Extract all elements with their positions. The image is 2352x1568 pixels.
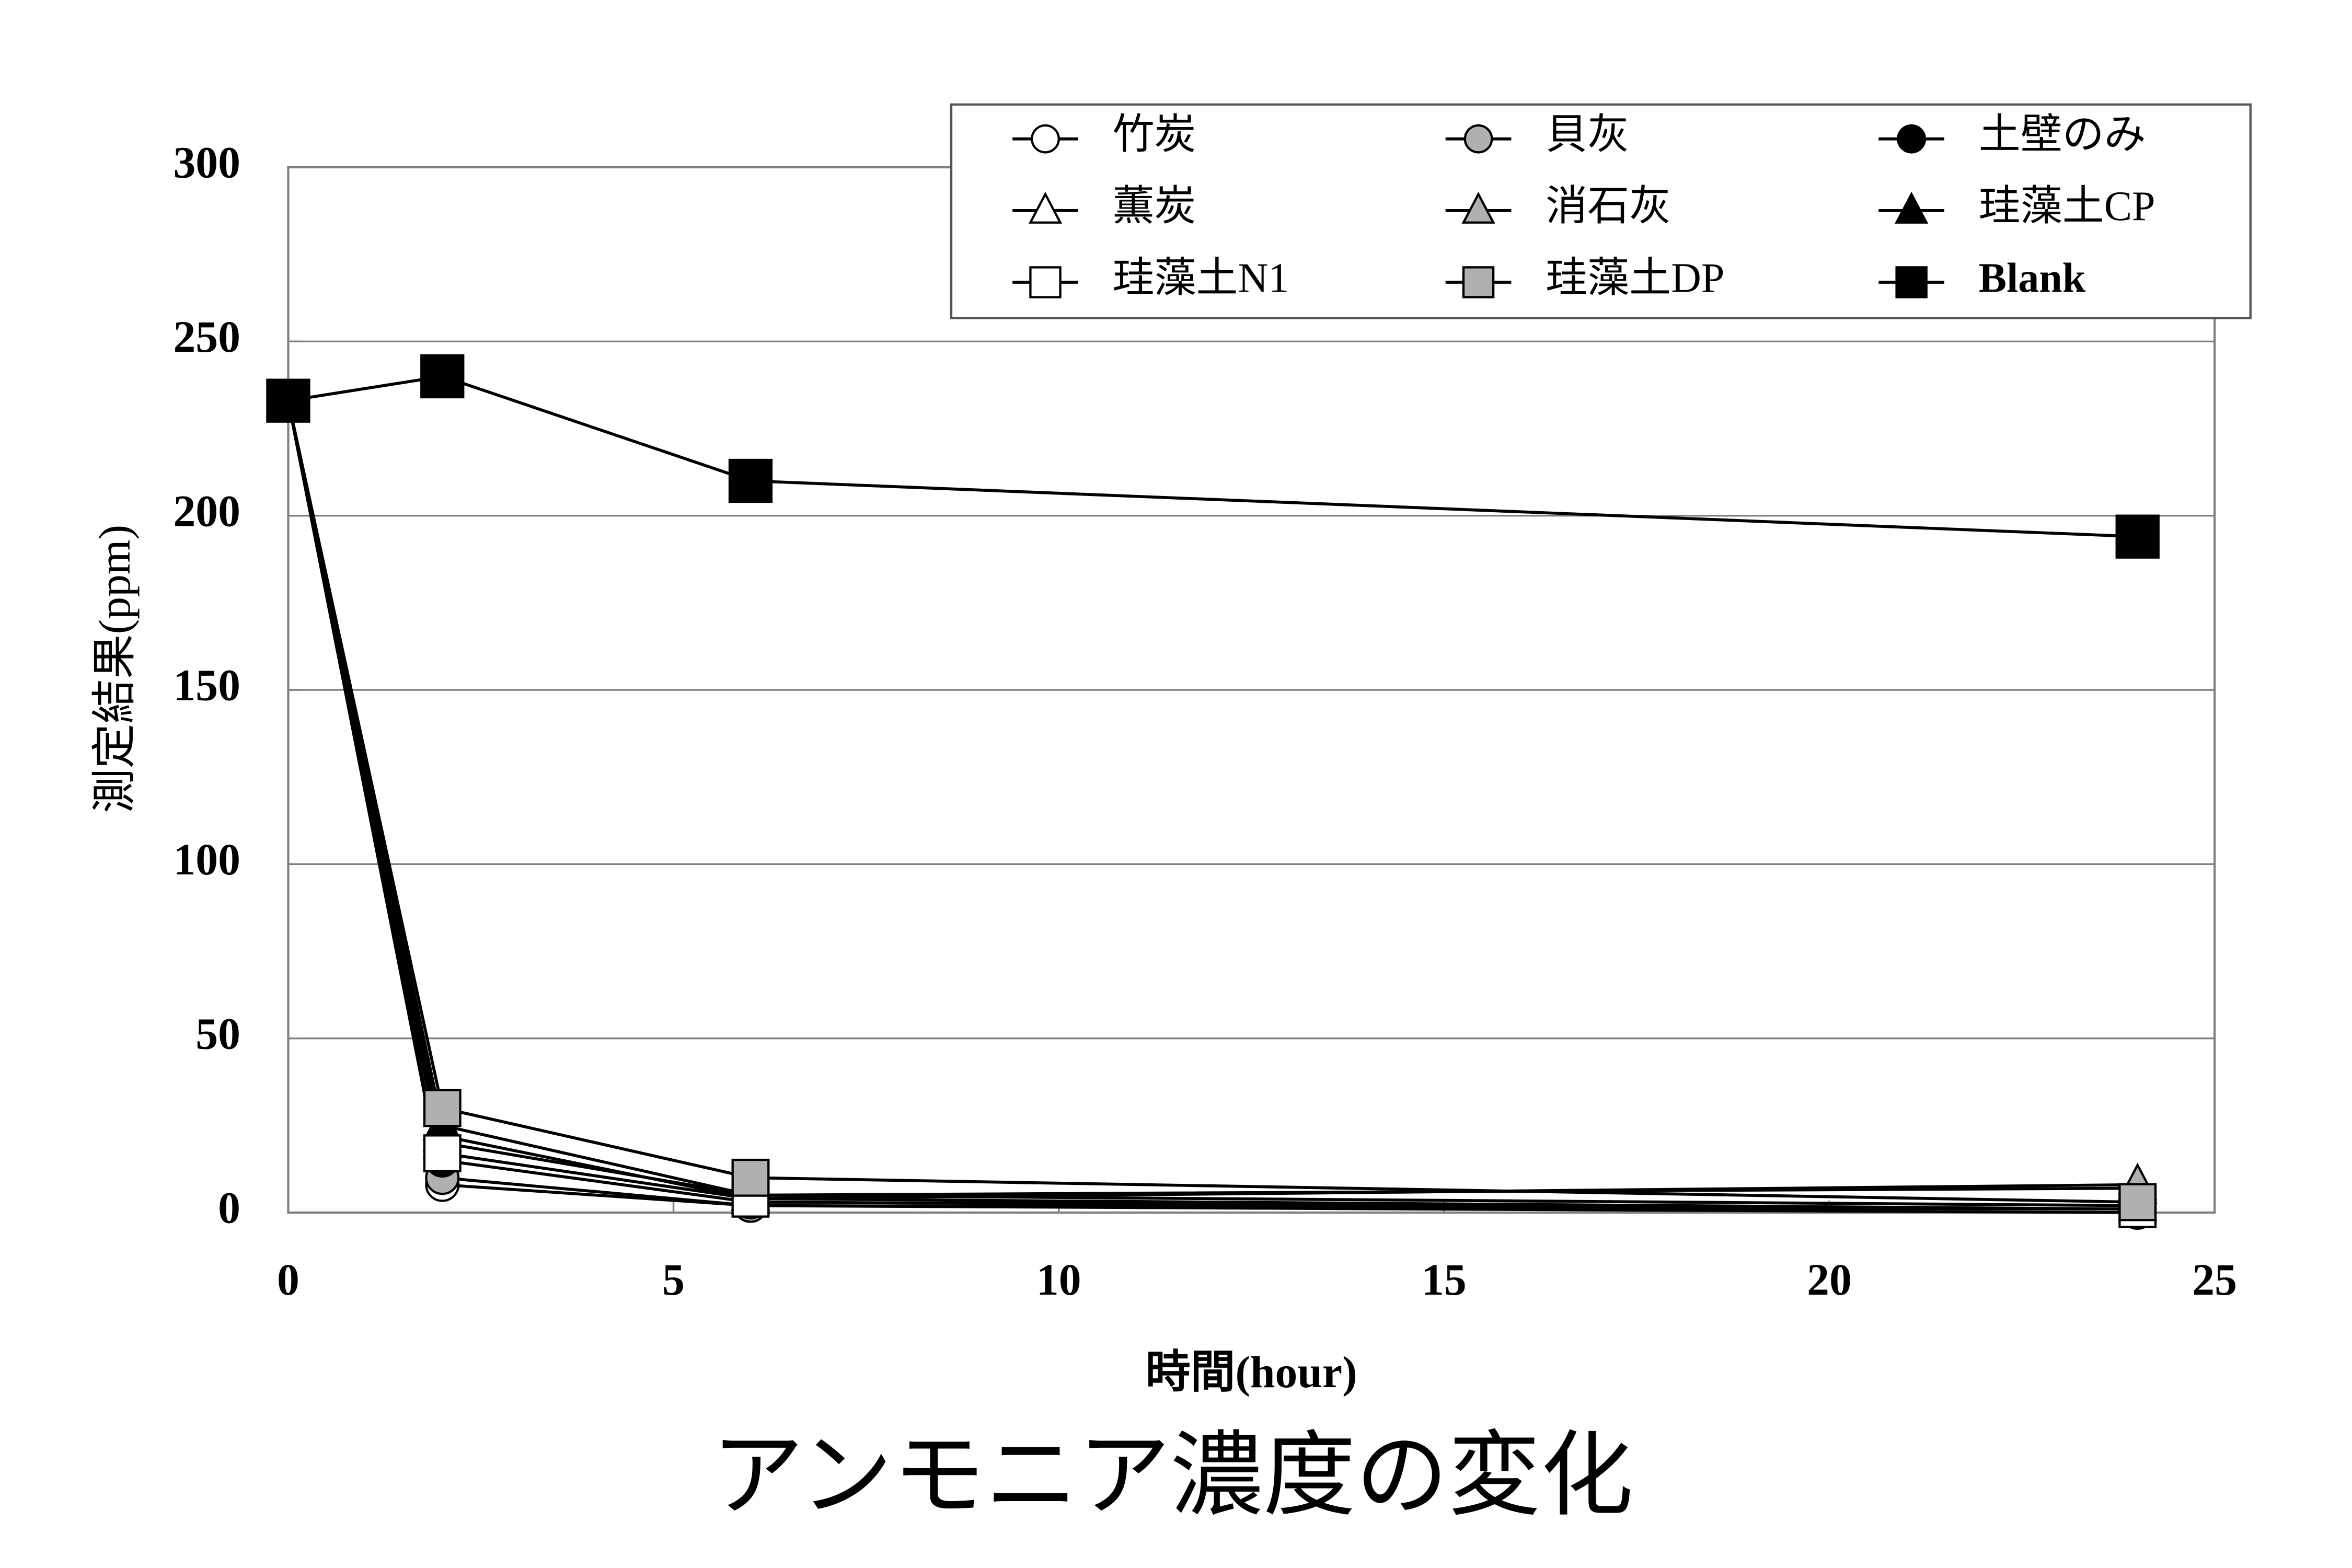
marker: [1895, 191, 1929, 224]
x-tick-label: 20: [1807, 1255, 1852, 1305]
marker: [1028, 191, 1063, 224]
marker: [1029, 266, 1062, 298]
marker: [1462, 266, 1495, 298]
x-tick-label: 0: [277, 1255, 299, 1305]
lines: [266, 354, 2160, 1230]
y-tick-label: 250: [173, 312, 240, 362]
marker: [1897, 124, 1926, 154]
marker: [731, 1158, 770, 1197]
y-tick-label: 150: [173, 661, 240, 710]
marker: [1895, 266, 1928, 298]
marker: [1031, 124, 1060, 154]
y-tick-label: 100: [173, 835, 240, 884]
marker: [423, 1134, 462, 1173]
series-line: [287, 375, 2138, 538]
y-tick-label: 50: [195, 1009, 240, 1058]
caption: アンモニア濃度の変化: [711, 1425, 1633, 1528]
legend-label: 土壁のみ: [1979, 112, 2146, 158]
x-tick-label: 5: [662, 1255, 685, 1305]
x-tick-label: 10: [1036, 1255, 1081, 1305]
series-line: [286, 400, 2138, 1211]
y-tick-label: 200: [173, 486, 240, 536]
marker: [1461, 191, 1495, 224]
y-tick-label: 300: [173, 138, 240, 188]
x-tick-label: 25: [2192, 1255, 2237, 1305]
series-line: [286, 400, 2138, 1211]
x-tick-label: 15: [1422, 1255, 1467, 1305]
series-line: [286, 400, 2138, 1207]
marker: [423, 1089, 462, 1127]
marker: [420, 354, 465, 399]
legend-label: 珪藻土CP: [1979, 183, 2155, 229]
marker: [266, 378, 310, 423]
legend-label: Blank: [1979, 255, 2086, 301]
legend-label: 貝灰: [1546, 112, 1629, 158]
marker: [728, 458, 773, 503]
legend-label: 消石灰: [1546, 183, 1671, 229]
y-axis-label: 測定結果(ppm): [90, 525, 140, 813]
legend-box: [950, 103, 2252, 319]
legend-label: 珪藻土DP: [1546, 255, 1724, 301]
legend-label: 珪藻土N1: [1113, 255, 1289, 301]
marker: [2118, 1183, 2157, 1221]
y-tick-label: 0: [218, 1183, 240, 1233]
marker: [1463, 124, 1493, 154]
legend-label: 竹炭: [1113, 112, 1196, 158]
x-axis-label: 時間(hour): [1146, 1347, 1357, 1397]
legend-label: 薫炭: [1113, 183, 1196, 229]
series-line: [286, 400, 2138, 1204]
marker: [2115, 514, 2160, 559]
